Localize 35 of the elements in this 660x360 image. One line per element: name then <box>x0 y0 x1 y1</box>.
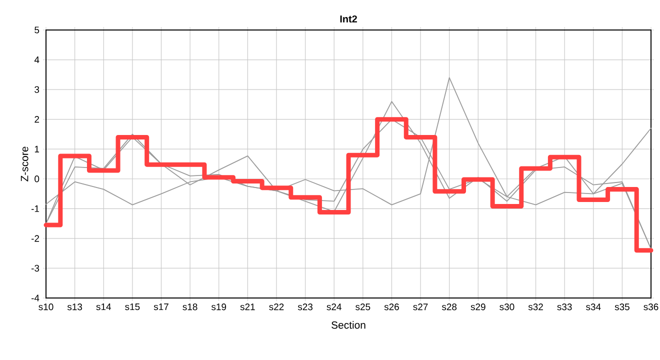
x-tick-label: s29 <box>470 304 486 310</box>
x-axis-title: Section <box>332 321 366 329</box>
y-tick-label: -1 <box>31 205 40 212</box>
y-tick-label: 0 <box>34 176 40 182</box>
x-tick-label: s22 <box>269 304 284 310</box>
x-tick-label: s28 <box>442 304 457 310</box>
y-tick-label: -4 <box>31 294 40 302</box>
x-tick-label: s32 <box>528 304 543 310</box>
x-tick-label: s14 <box>96 304 111 310</box>
y-tick-label: -3 <box>31 264 40 272</box>
x-tick-label: s21 <box>240 304 255 310</box>
y-tick-label: 4 <box>34 56 40 64</box>
x-tick-label: s25 <box>356 304 370 310</box>
x-tick-label: s35 <box>614 304 630 310</box>
x-tick-label: s27 <box>413 304 428 310</box>
y-tick-label: 3 <box>34 86 40 93</box>
x-tick-label: s13 <box>67 304 82 310</box>
y-axis-title: Z-score <box>20 146 28 182</box>
x-tick-label: s15 <box>125 304 140 310</box>
x-tick-label: s26 <box>384 304 399 310</box>
y-tick-label: 5 <box>34 26 40 34</box>
x-tick-label: s34 <box>586 304 601 310</box>
x-tick-label: s18 <box>182 304 198 310</box>
y-tick-label: 2 <box>34 116 40 123</box>
x-tick-label: s23 <box>298 304 312 310</box>
y-tick-label: -2 <box>31 235 40 242</box>
y-tick-label: 1 <box>34 146 40 152</box>
x-tick-label: s33 <box>557 304 572 310</box>
x-tick-label: s19 <box>212 304 226 310</box>
x-tick-label: s17 <box>154 304 168 310</box>
x-tick-label: s24 <box>326 304 342 310</box>
x-tick-label: s10 <box>38 304 54 310</box>
x-tick-label: s36 <box>644 304 658 310</box>
x-tick-label: s30 <box>500 304 514 310</box>
chart-title: Int2 <box>340 15 357 23</box>
